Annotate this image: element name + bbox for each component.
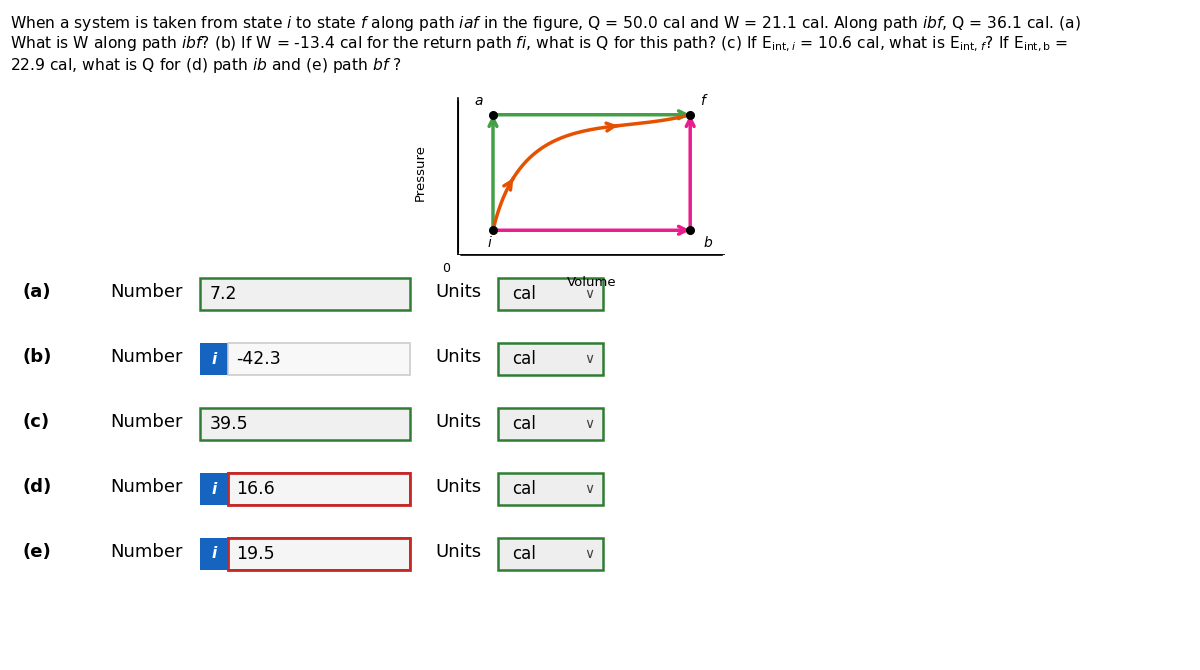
Text: cal: cal bbox=[512, 480, 536, 498]
Text: ∨: ∨ bbox=[584, 352, 594, 366]
Text: When a system is taken from state $i$ to state $f$ along path $iaf$ in the figur: When a system is taken from state $i$ to… bbox=[10, 14, 1081, 33]
Text: Pressure: Pressure bbox=[414, 144, 427, 201]
Text: -42.3: -42.3 bbox=[236, 350, 281, 368]
FancyBboxPatch shape bbox=[498, 473, 604, 505]
FancyBboxPatch shape bbox=[228, 343, 410, 375]
FancyBboxPatch shape bbox=[498, 278, 604, 310]
Text: i: i bbox=[211, 547, 217, 561]
Text: 7.2: 7.2 bbox=[210, 285, 238, 303]
Text: Number: Number bbox=[110, 283, 182, 301]
Text: 19.5: 19.5 bbox=[236, 545, 275, 563]
FancyBboxPatch shape bbox=[498, 343, 604, 375]
Text: $f$: $f$ bbox=[701, 93, 709, 108]
Text: $i$: $i$ bbox=[487, 234, 493, 250]
Text: (e): (e) bbox=[22, 543, 50, 561]
Text: (d): (d) bbox=[22, 478, 52, 496]
Text: Number: Number bbox=[110, 478, 182, 496]
Text: Units: Units bbox=[436, 478, 481, 496]
Text: Units: Units bbox=[436, 543, 481, 561]
Text: cal: cal bbox=[512, 285, 536, 303]
FancyBboxPatch shape bbox=[200, 343, 228, 375]
FancyBboxPatch shape bbox=[200, 408, 410, 440]
Text: $a$: $a$ bbox=[474, 94, 484, 108]
Text: 22.9 cal, what is Q for (d) path $ib$ and (e) path $bf$ ?: 22.9 cal, what is Q for (d) path $ib$ an… bbox=[10, 56, 402, 75]
Text: cal: cal bbox=[512, 415, 536, 433]
Text: Number: Number bbox=[110, 348, 182, 366]
Text: ∨: ∨ bbox=[584, 547, 594, 561]
Text: What is W along path $ibf$? (b) If W = -13.4 cal for the return path $fi$, what : What is W along path $ibf$? (b) If W = -… bbox=[10, 35, 1068, 54]
Text: ∨: ∨ bbox=[584, 482, 594, 496]
FancyBboxPatch shape bbox=[200, 278, 410, 310]
Text: Volume: Volume bbox=[566, 277, 617, 289]
FancyBboxPatch shape bbox=[228, 473, 410, 505]
Text: i: i bbox=[211, 352, 217, 366]
Text: Units: Units bbox=[436, 413, 481, 431]
Text: ∨: ∨ bbox=[584, 287, 594, 301]
FancyBboxPatch shape bbox=[200, 538, 228, 570]
Text: (a): (a) bbox=[22, 283, 50, 301]
Text: cal: cal bbox=[512, 350, 536, 368]
Text: cal: cal bbox=[512, 545, 536, 563]
FancyBboxPatch shape bbox=[200, 473, 228, 505]
Text: 16.6: 16.6 bbox=[236, 480, 275, 498]
Text: 39.5: 39.5 bbox=[210, 415, 248, 433]
Text: Units: Units bbox=[436, 348, 481, 366]
Text: (b): (b) bbox=[22, 348, 52, 366]
Text: Number: Number bbox=[110, 413, 182, 431]
Text: ∨: ∨ bbox=[584, 417, 594, 431]
Text: Number: Number bbox=[110, 543, 182, 561]
Text: 0: 0 bbox=[443, 261, 451, 275]
Text: (c): (c) bbox=[22, 413, 49, 431]
Text: i: i bbox=[211, 482, 217, 496]
Text: $b$: $b$ bbox=[702, 234, 713, 250]
FancyBboxPatch shape bbox=[498, 538, 604, 570]
FancyBboxPatch shape bbox=[498, 408, 604, 440]
FancyBboxPatch shape bbox=[228, 538, 410, 570]
Text: Units: Units bbox=[436, 283, 481, 301]
